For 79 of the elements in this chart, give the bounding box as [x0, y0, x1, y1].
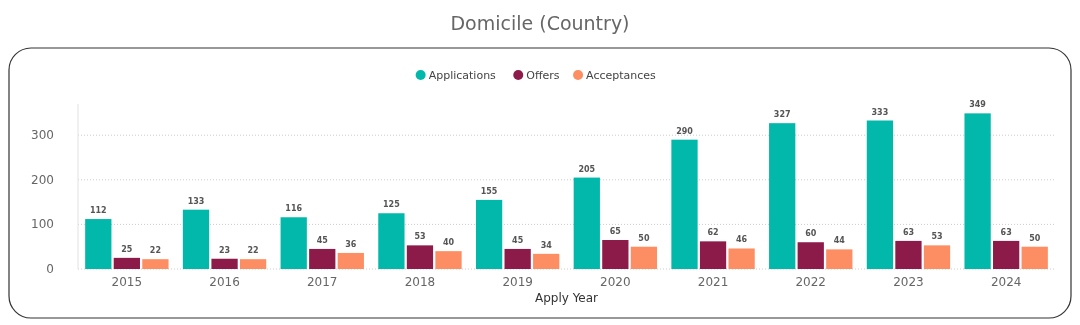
bar — [797, 242, 824, 269]
data-label: 22 — [149, 246, 161, 256]
bar — [113, 257, 140, 269]
bar — [85, 219, 112, 269]
data-label: 45 — [512, 235, 524, 245]
x-tick-label: 2017 — [306, 275, 338, 289]
bar — [504, 248, 531, 269]
bar — [573, 177, 600, 269]
x-tick-label: 2016 — [209, 275, 240, 289]
data-label: 53 — [931, 232, 943, 242]
data-label: 40 — [442, 238, 455, 248]
bar — [728, 248, 755, 269]
x-tick-label: 2019 — [502, 275, 533, 289]
data-label: 36 — [345, 239, 357, 249]
data-label: 327 — [773, 110, 791, 120]
data-label: 22 — [247, 246, 259, 256]
data-label: 349 — [969, 100, 987, 110]
x-tick-label: 2021 — [697, 275, 729, 289]
x-tick-label: 2015 — [111, 275, 143, 289]
data-label: 65 — [609, 227, 622, 237]
x-tick-label: 2022 — [795, 275, 827, 289]
data-label: 133 — [187, 196, 205, 206]
y-tick-label: 100 — [31, 217, 54, 232]
data-label: 63 — [1000, 227, 1012, 237]
bar — [895, 240, 922, 269]
data-label: 25 — [121, 244, 133, 254]
bar — [280, 217, 307, 269]
bar — [475, 199, 503, 269]
bar — [993, 240, 1020, 269]
y-tick-label: 300 — [31, 128, 54, 143]
bar — [142, 259, 169, 269]
bar — [435, 251, 462, 269]
bar — [769, 123, 796, 269]
bar — [671, 139, 698, 269]
chart-title: Domicile (Country) — [450, 12, 630, 34]
data-label: 62 — [707, 228, 719, 238]
bar — [211, 258, 238, 269]
data-label: 155 — [480, 186, 498, 196]
bar — [406, 245, 434, 269]
bar — [1021, 246, 1048, 269]
bar — [866, 120, 894, 269]
x-tick-label: 2020 — [600, 275, 631, 289]
bar — [239, 259, 267, 269]
data-label: 23 — [218, 245, 231, 255]
bar — [337, 252, 364, 269]
bar — [923, 245, 951, 269]
data-label: 45 — [316, 235, 329, 245]
x-axis-title: Apply Year — [534, 291, 599, 305]
data-label: 63 — [902, 227, 915, 237]
x-tick-label: 2024 — [990, 275, 1022, 289]
bar — [378, 213, 405, 269]
bar — [602, 240, 629, 269]
data-label: 116 — [285, 204, 303, 214]
data-label: 34 — [540, 240, 553, 250]
bar — [182, 209, 210, 269]
legend-label: Acceptances — [586, 69, 657, 82]
bar — [533, 253, 560, 269]
x-tick-label: 2023 — [893, 275, 924, 289]
bar — [309, 248, 336, 269]
y-tick-label: 0 — [46, 262, 54, 276]
bar — [699, 241, 727, 269]
data-label: 333 — [871, 107, 889, 117]
bar — [826, 249, 853, 269]
data-label: 205 — [578, 164, 596, 174]
legend-label: Offers — [526, 69, 560, 82]
data-label: 46 — [736, 235, 748, 245]
data-label: 112 — [89, 206, 107, 216]
data-label: 50 — [1029, 233, 1041, 243]
x-tick-label: 2018 — [404, 275, 436, 289]
bar — [630, 246, 658, 269]
legend-label: Applications — [428, 69, 497, 82]
y-tick-label: 200 — [31, 172, 54, 187]
data-label: 50 — [638, 233, 650, 243]
data-label: 290 — [676, 126, 694, 136]
bar — [964, 113, 991, 269]
data-label: 44 — [833, 236, 846, 246]
data-label: 125 — [383, 200, 401, 210]
data-label: 53 — [414, 232, 426, 242]
data-label: 60 — [805, 229, 817, 239]
